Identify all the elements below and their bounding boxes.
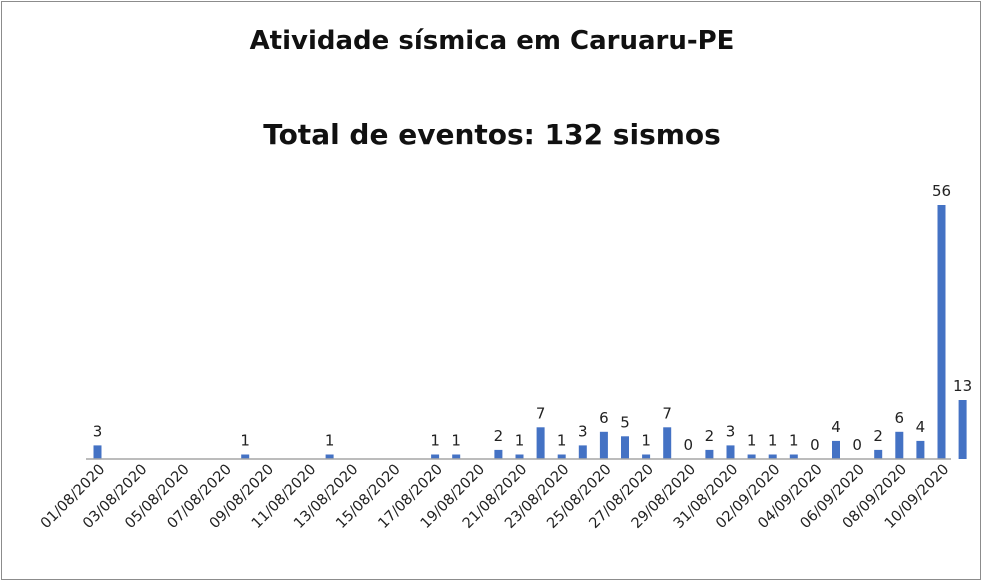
- data-label-06/09/2020: 0: [852, 436, 862, 454]
- bar-25/08/2020: [599, 431, 608, 459]
- bar-01/09/2020: [747, 454, 756, 459]
- bar-02/09/2020: [768, 454, 777, 459]
- bar-26/08/2020: [621, 436, 629, 459]
- data-label-18/08/2020: 1: [451, 432, 461, 450]
- data-label-08/09/2020: 6: [895, 409, 905, 427]
- bar-22/08/2020: [536, 427, 545, 460]
- bar-03/09/2020: [789, 454, 798, 459]
- data-label-08/08/2020: 1: [240, 432, 250, 450]
- data-label-27/08/2020: 1: [641, 432, 651, 450]
- bar-11/09/2020: [958, 400, 967, 459]
- bar-12/08/2020: [325, 454, 334, 459]
- data-label-20/08/2020: 2: [494, 427, 504, 445]
- x-tick-labels-group: 01/08/202003/08/202005/08/202007/08/2020…: [38, 462, 952, 532]
- bar-20/08/2020: [494, 449, 503, 459]
- data-label-05/09/2020: 4: [831, 418, 841, 436]
- data-label-25/08/2020: 6: [599, 409, 609, 427]
- data-label-26/08/2020: 5: [620, 413, 630, 431]
- bar-10/09/2020: [937, 205, 946, 459]
- data-label-17/08/2020: 1: [430, 432, 440, 450]
- bar-31/08/2020: [726, 445, 735, 459]
- data-label-01/08/2020: 3: [93, 422, 103, 440]
- data-label-28/08/2020: 7: [662, 404, 672, 422]
- bar-05/09/2020: [832, 440, 840, 459]
- bar-01/08/2020: [93, 445, 102, 459]
- bar-23/08/2020: [557, 454, 566, 459]
- data-label-10/09/2020: 56: [932, 182, 951, 200]
- data-label-02/09/2020: 1: [768, 432, 778, 450]
- chart-title: Atividade sísmica em Caruaru-PE: [249, 26, 735, 56]
- bar-08/08/2020: [241, 454, 250, 459]
- bar-28/08/2020: [663, 427, 672, 460]
- data-label-11/09/2020: 13: [953, 377, 972, 395]
- bar-27/08/2020: [642, 454, 651, 459]
- bar-30/08/2020: [705, 449, 714, 459]
- bar-09/09/2020: [916, 440, 925, 459]
- bar-07/09/2020: [874, 449, 883, 459]
- bar-17/08/2020: [431, 454, 440, 459]
- chart-subtitle: Total de eventos: 132 sismos: [263, 118, 721, 151]
- data-label-21/08/2020: 1: [515, 432, 525, 450]
- bar-21/08/2020: [515, 454, 524, 459]
- data-label-31/08/2020: 3: [726, 422, 736, 440]
- data-label-22/08/2020: 7: [536, 404, 546, 422]
- data-label-24/08/2020: 3: [578, 422, 588, 440]
- data-label-23/08/2020: 1: [557, 432, 567, 450]
- bar-08/09/2020: [895, 431, 904, 459]
- bar-18/08/2020: [452, 454, 461, 459]
- data-label-12/08/2020: 1: [325, 432, 335, 450]
- data-label-29/08/2020: 0: [684, 436, 694, 454]
- data-label-30/08/2020: 2: [705, 427, 715, 445]
- bars-group: [93, 205, 967, 460]
- data-label-03/09/2020: 1: [789, 432, 799, 450]
- data-label-09/09/2020: 4: [916, 418, 926, 436]
- bar-24/08/2020: [578, 445, 587, 459]
- data-label-04/09/2020: 0: [810, 436, 820, 454]
- data-label-07/09/2020: 2: [873, 427, 883, 445]
- data-label-01/09/2020: 1: [747, 432, 757, 450]
